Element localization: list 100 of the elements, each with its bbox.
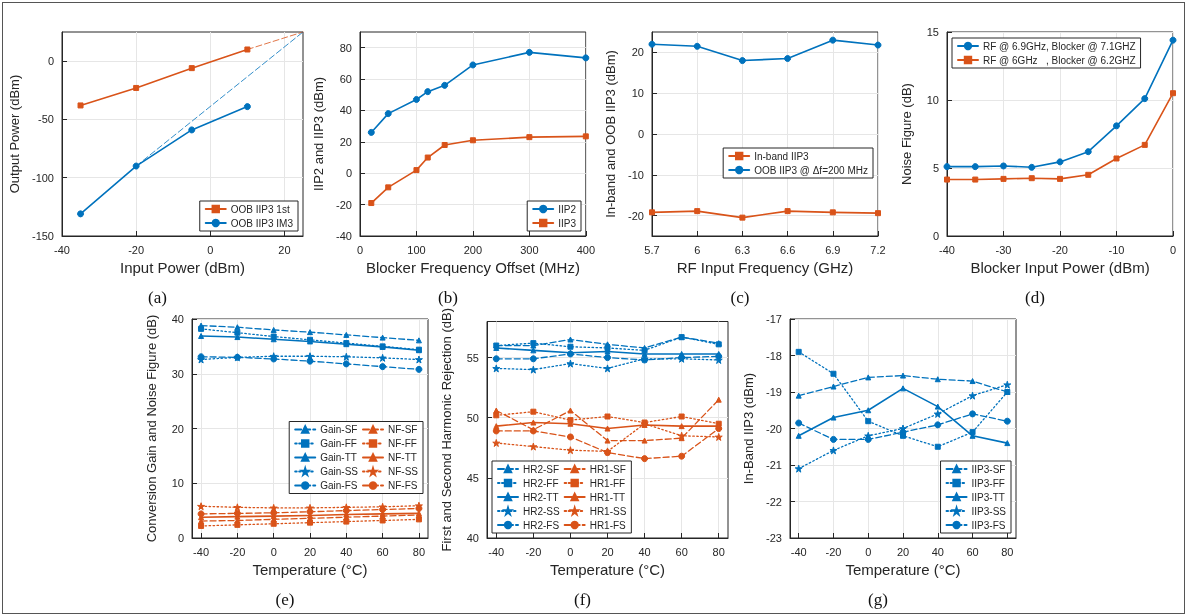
x-tick-label: 60	[966, 545, 979, 558]
x-tick-label: -40	[488, 545, 505, 558]
x-tick-label: -20	[1052, 243, 1068, 256]
y-tick-label: -23	[766, 532, 782, 544]
y-tick-label: 60	[339, 73, 352, 86]
legend-label: OOB IIP3 1st	[230, 203, 290, 215]
x-tick-label: 60	[675, 545, 688, 558]
x-tick-label: -40	[54, 243, 70, 256]
x-tick-label: 20	[601, 545, 614, 558]
y-axis-title: First and Second Harmonic Rejection (dB)	[439, 307, 454, 552]
y-tick-label: 0	[637, 128, 644, 140]
x-axis-title: Input Power (dBm)	[119, 259, 246, 276]
text: (e)	[275, 590, 295, 609]
y-tick-label: -40	[336, 230, 352, 242]
x-tick-label: 80	[712, 545, 725, 558]
x-tick-label: 7.2	[870, 243, 886, 256]
x-tick-label: 6.6	[779, 243, 796, 256]
x-tick-label: 0	[207, 243, 214, 256]
x-tick-label: 0	[270, 545, 277, 558]
legend-label: Gain-TT	[320, 452, 357, 463]
y-tick-label: 40	[466, 532, 479, 544]
x-axis-title: Temperature (°C)	[845, 561, 961, 578]
x-tick-label: 20	[303, 545, 317, 558]
y-tick-label: -19	[766, 386, 782, 398]
legend-label: HR2-FF	[523, 477, 559, 489]
x-tick-label: 300	[520, 243, 539, 256]
y-tick-label: -10	[628, 168, 644, 181]
y-tick-label: 0	[47, 55, 54, 68]
y-tick-label: 40	[339, 104, 352, 117]
legend-label: NF-SS	[388, 466, 419, 477]
legend-label: IIP3-FS	[971, 519, 1006, 531]
legend-label: NF-FS	[388, 480, 418, 491]
y-tick-label: 30	[171, 367, 184, 380]
x-tick-label: 0	[865, 545, 872, 558]
y-tick-label: 20	[339, 135, 352, 148]
legend-label: OOB IIP3 @ Δf=200 MHz	[754, 164, 869, 176]
x-axis-title: RF Input Frequency (GHz)	[676, 259, 854, 276]
y-tick-label: 5	[932, 162, 939, 174]
y-tick-label: 40	[171, 313, 184, 325]
x-tick-label: 60	[376, 545, 389, 558]
x-tick-label: -40	[193, 545, 210, 558]
legend-label: IIP2	[558, 203, 577, 215]
text: (f)	[574, 590, 591, 609]
legend-label: Gain-FF	[320, 438, 357, 449]
y-tick-label: -21	[766, 459, 782, 471]
legend-label: IIP3	[558, 217, 577, 229]
x-tick-label: -20	[825, 545, 842, 558]
x-tick-label: 20	[278, 243, 291, 256]
legend-label: NF-TT	[388, 452, 417, 463]
y-tick-label: 10	[631, 87, 644, 100]
y-tick-label: 20	[631, 46, 644, 59]
y-tick-label: -50	[38, 113, 54, 126]
y-axis-title: In-Band IIP3 (dBm)	[741, 372, 757, 485]
x-tick-label: 400	[576, 243, 595, 256]
x-tick-label: 0	[356, 243, 364, 256]
x-axis-title: Temperature (°C)	[549, 561, 666, 578]
y-axis-title: Conversion Gain and Noise Figure (dB)	[144, 314, 159, 543]
y-tick-label: 80	[339, 41, 352, 54]
y-tick-label: -20	[628, 209, 644, 222]
text: (b)	[438, 288, 458, 307]
x-tick-label: 6.3	[734, 243, 751, 256]
legend-label: Gain-SS	[320, 466, 359, 477]
y-axis-title: Output Power (dBm)	[7, 74, 23, 194]
legend-label: Gain-FS	[320, 480, 358, 491]
x-tick-label: 0	[567, 545, 574, 558]
x-tick-label: 200	[463, 243, 483, 256]
legend-label: Gain-SF	[320, 424, 358, 435]
y-tick-label: -150	[31, 230, 54, 242]
y-tick-label: 10	[926, 94, 939, 106]
x-axis-title: Blocker Frequency Offset (MHz)	[365, 259, 580, 276]
x-axis-title: Blocker Input Power (dBm)	[970, 259, 1150, 276]
text: (g)	[868, 590, 888, 609]
x-tick-label: 80	[412, 545, 426, 558]
legend-label: RF @ 6.9GHz, Blocker @ 7.1GHZ	[983, 40, 1136, 52]
legend-label: HR2-SF	[523, 463, 560, 475]
y-tick-label: 45	[466, 471, 479, 484]
text: (a)	[148, 288, 167, 307]
text: (c)	[730, 288, 750, 307]
legend-label: NF-SF	[388, 424, 418, 435]
legend-label: HR1-SF	[589, 463, 626, 475]
legend-label: HR1-TT	[589, 491, 626, 503]
text: (d)	[1025, 288, 1045, 307]
legend-label: IIP3-TT	[971, 491, 1005, 503]
legend-label: HR2-TT	[523, 491, 559, 503]
legend-label: IIP3-FF	[971, 477, 1005, 489]
x-tick-label: 20	[896, 545, 910, 558]
y-tick-label: 20	[171, 422, 184, 435]
y-axis-title: Noise Figure (dB)	[899, 83, 914, 185]
y-tick-label: 55	[466, 351, 479, 364]
y-tick-label: -20	[336, 198, 352, 211]
y-tick-label: -17	[766, 313, 782, 325]
y-tick-label: 0	[345, 167, 352, 180]
y-tick-label: 10	[171, 477, 184, 490]
x-axis-title: Temperature (°C)	[252, 561, 368, 578]
legend-label: OOB IIP3 IM3	[230, 217, 294, 229]
y-tick-label: -18	[766, 349, 782, 362]
x-tick-label: 80	[1001, 545, 1014, 558]
y-tick-label: -20	[766, 422, 782, 435]
x-tick-label: 6	[694, 243, 701, 256]
legend-label: In-band IIP3	[754, 150, 810, 162]
